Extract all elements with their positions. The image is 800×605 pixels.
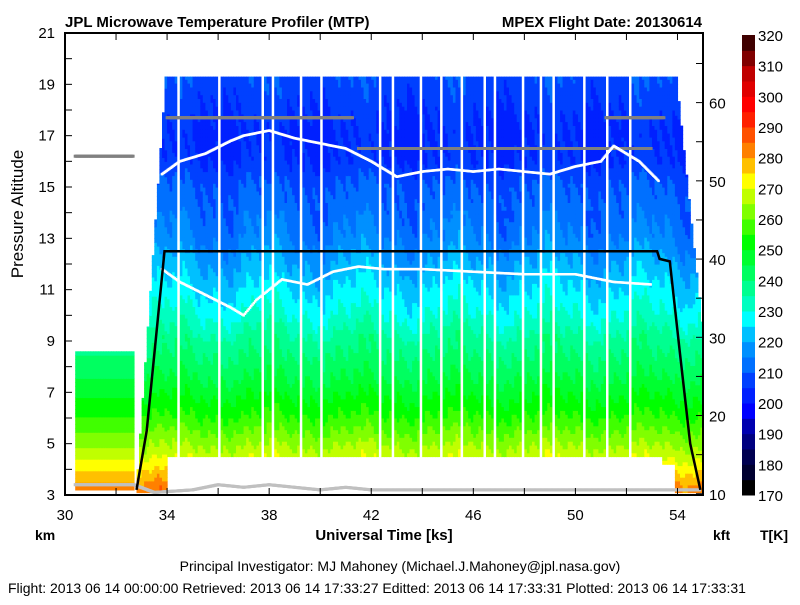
heatmap-cell <box>165 481 168 486</box>
heatmap-cell <box>131 355 134 360</box>
heatmap-cell <box>131 428 134 433</box>
heatmap-cell <box>131 374 134 379</box>
temperature-curtain <box>75 77 703 494</box>
heatmap-cell <box>131 398 134 402</box>
heatmap-cell <box>131 363 134 368</box>
heatmap-cell <box>131 486 134 491</box>
heatmap-cell <box>131 405 134 410</box>
heatmap-cell <box>131 351 134 355</box>
heatmap-cell <box>165 473 168 478</box>
heatmap-cell <box>131 390 134 395</box>
heatmap-cell <box>165 466 168 471</box>
heatmap-cell <box>131 382 134 387</box>
heatmap-cell <box>131 401 134 406</box>
heatmap-cell <box>131 467 134 472</box>
heatmap-cell <box>131 451 134 456</box>
heatmap-cell <box>165 458 168 463</box>
heatmap-cell <box>131 424 134 429</box>
heatmap-cell <box>131 367 134 372</box>
heatmap-cell <box>131 359 134 363</box>
heatmap-cell <box>131 436 134 441</box>
heatmap-cell <box>131 413 134 418</box>
heatmap-cell <box>131 459 134 464</box>
heatmap-cell <box>131 475 134 479</box>
mtp-chart: 30 34 38 42 46 50 5435791113151719211020304050… <box>0 0 800 600</box>
heatmap-cell <box>131 421 134 425</box>
heatmap-cell <box>131 444 134 449</box>
heatmap-cell <box>131 478 134 483</box>
